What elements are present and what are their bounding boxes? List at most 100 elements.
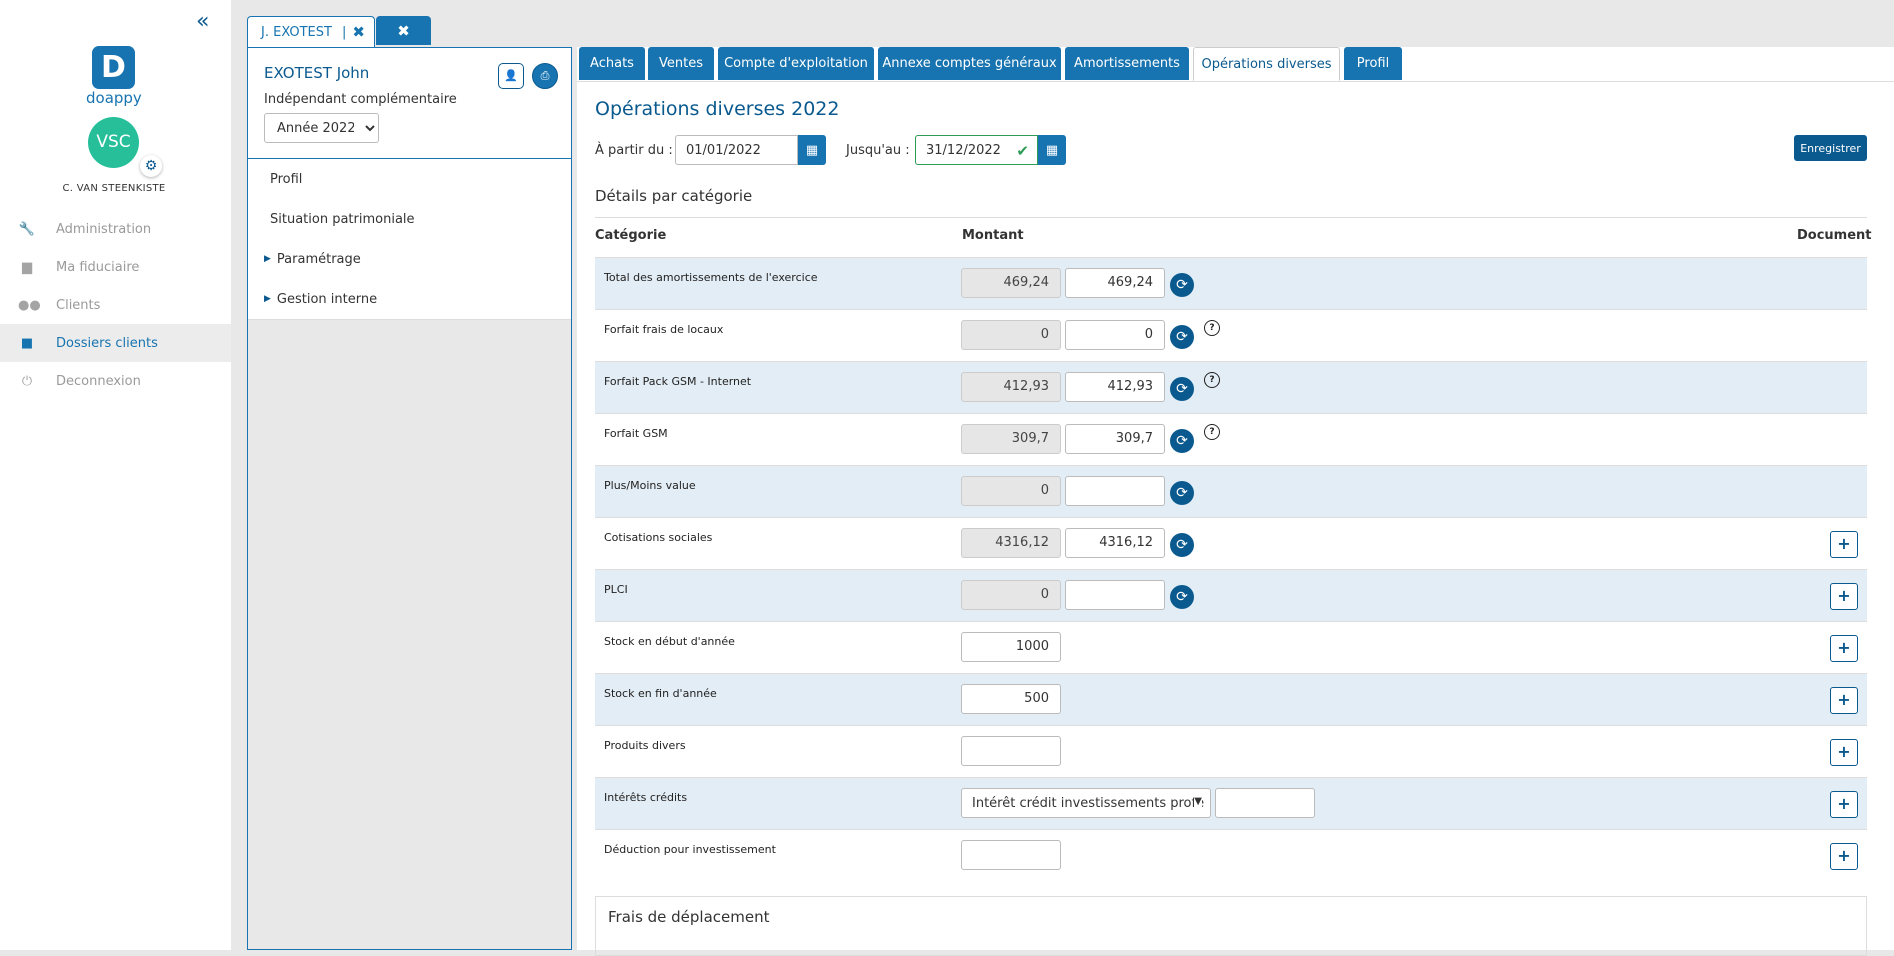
category-label: Stock en début d'année bbox=[604, 635, 735, 648]
amount-input[interactable] bbox=[1065, 476, 1165, 506]
user-name: C. VAN STEENKISTE bbox=[62, 183, 166, 194]
refresh-icon[interactable]: ⟳ bbox=[1170, 377, 1194, 401]
tab-bar: Achats Ventes Compte d'exploitation Anne… bbox=[577, 47, 1894, 82]
users-icon: ●● bbox=[18, 297, 41, 313]
amount-input[interactable]: 412,93 bbox=[1065, 372, 1165, 402]
table-row: Total des amortissements de l'exercice 4… bbox=[595, 257, 1867, 309]
category-label: Forfait Pack GSM - Internet bbox=[604, 375, 752, 388]
app-logo: D bbox=[92, 46, 135, 89]
tab-achats[interactable]: Achats bbox=[579, 47, 645, 80]
interest-type-select[interactable]: Intérêt crédit investissements profe ▼ bbox=[961, 788, 1211, 818]
tab-profil[interactable]: Profil bbox=[1344, 47, 1402, 80]
sidebar-item-ma-fiduciaire[interactable]: ▆ Ma fiduciaire bbox=[0, 248, 231, 286]
add-document-button[interactable]: + bbox=[1830, 687, 1858, 714]
add-document-button[interactable]: + bbox=[1830, 635, 1858, 662]
from-date-input[interactable]: 01/01/2022 bbox=[675, 135, 798, 165]
close-all-tab-button[interactable]: ✖ bbox=[376, 16, 431, 45]
client-menu-label: Profil bbox=[270, 171, 303, 187]
table-row: Plus/Moins value 0 ⟳ bbox=[595, 465, 1867, 517]
amount-input[interactable]: 469,24 bbox=[1065, 268, 1165, 298]
client-menu-parametrage[interactable]: ▶ Paramétrage bbox=[248, 239, 571, 280]
table-row: Forfait frais de locaux 0 0 ⟳ ? bbox=[595, 309, 1867, 361]
print-button[interactable]: ⎙ bbox=[532, 63, 558, 89]
readonly-amount: 309,7 bbox=[961, 424, 1061, 454]
amount-input[interactable]: 0 bbox=[1065, 320, 1165, 350]
tab-annexe-comptes-generaux[interactable]: Annexe comptes généraux bbox=[878, 47, 1061, 80]
category-label: Produits divers bbox=[604, 739, 686, 752]
calendar-icon: ▦ bbox=[805, 142, 819, 158]
sidebar-item-dossiers-clients[interactable]: ■ Dossiers clients bbox=[0, 324, 231, 362]
dossier-tab-label: J. EXOTEST bbox=[261, 24, 332, 40]
sidebar-item-label: Administration bbox=[56, 221, 152, 237]
amount-input[interactable]: 4316,12 bbox=[1065, 528, 1165, 558]
tab-operations-diverses[interactable]: Opérations diverses bbox=[1193, 47, 1340, 81]
amount-input[interactable] bbox=[1065, 580, 1165, 610]
client-menu-profil[interactable]: Profil bbox=[248, 159, 571, 200]
amount-input[interactable] bbox=[961, 840, 1061, 870]
table-row: Cotisations sociales 4316,12 4316,12 ⟳ + bbox=[595, 517, 1867, 569]
close-icon[interactable]: ✖ bbox=[352, 23, 365, 41]
readonly-amount: 0 bbox=[961, 580, 1061, 610]
client-panel: EXOTEST John Indépendant complémentaire … bbox=[247, 47, 572, 950]
refresh-icon[interactable]: ⟳ bbox=[1170, 585, 1194, 609]
user-profile-button[interactable]: 👤 bbox=[498, 63, 524, 89]
help-icon[interactable]: ? bbox=[1204, 424, 1220, 440]
table-row: Produits divers + bbox=[595, 725, 1867, 777]
add-document-button[interactable]: + bbox=[1830, 739, 1858, 766]
amount-input[interactable]: 1000 bbox=[961, 632, 1061, 662]
client-menu-gestion-interne[interactable]: ▶ Gestion interne bbox=[248, 279, 571, 320]
tab-amortissements[interactable]: Amortissements bbox=[1065, 47, 1189, 80]
from-date-value: 01/01/2022 bbox=[686, 142, 761, 158]
tab-compte-exploitation[interactable]: Compte d'exploitation bbox=[718, 47, 874, 80]
main-content: Achats Ventes Compte d'exploitation Anne… bbox=[577, 47, 1894, 956]
table-row: Forfait GSM 309,7 309,7 ⟳ ? bbox=[595, 413, 1867, 465]
calendar-icon: ▦ bbox=[1045, 142, 1059, 158]
help-icon[interactable]: ? bbox=[1204, 320, 1220, 336]
amount-input[interactable]: 309,7 bbox=[1065, 424, 1165, 454]
year-select[interactable]: Année 2022 bbox=[264, 113, 379, 143]
double-chevron-left-icon[interactable]: « bbox=[196, 9, 210, 34]
sidebar-item-deconnexion[interactable]: ⏻ Deconnexion bbox=[0, 362, 231, 400]
table-row: Intérêts crédits Intérêt crédit investis… bbox=[595, 777, 1867, 829]
avatar[interactable]: VSC bbox=[88, 117, 139, 168]
sidebar-item-administration[interactable]: 🔧 Administration bbox=[0, 210, 231, 248]
add-document-button[interactable]: + bbox=[1830, 531, 1858, 558]
check-icon: ✔ bbox=[1016, 142, 1029, 160]
client-menu-situation-patrimoniale[interactable]: Situation patrimoniale bbox=[248, 199, 571, 240]
sidebar-item-clients[interactable]: ●● Clients bbox=[0, 286, 231, 324]
building-icon: ▆ bbox=[22, 259, 32, 275]
refresh-icon[interactable]: ⟳ bbox=[1170, 429, 1194, 453]
from-calendar-button[interactable]: ▦ bbox=[798, 135, 826, 165]
refresh-icon[interactable]: ⟳ bbox=[1170, 481, 1194, 505]
add-document-button[interactable]: + bbox=[1830, 791, 1858, 818]
amount-input[interactable] bbox=[961, 736, 1061, 766]
refresh-icon[interactable]: ⟳ bbox=[1170, 533, 1194, 557]
caret-right-icon: ▶ bbox=[264, 254, 271, 264]
add-document-button[interactable]: + bbox=[1830, 583, 1858, 610]
caret-right-icon: ▶ bbox=[264, 294, 271, 304]
sidebar-item-label: Deconnexion bbox=[56, 373, 141, 389]
client-status: Indépendant complémentaire bbox=[264, 92, 457, 107]
save-button[interactable]: Enregistrer bbox=[1794, 135, 1867, 161]
add-document-button[interactable]: + bbox=[1830, 843, 1858, 870]
amount-input[interactable] bbox=[1215, 788, 1315, 818]
to-date-input[interactable]: 31/12/2022 ✔ bbox=[915, 135, 1038, 165]
column-header-amount: Montant bbox=[962, 228, 1024, 243]
category-label: PLCI bbox=[604, 583, 628, 596]
folder-icon: ■ bbox=[20, 335, 34, 351]
to-date-label: Jusqu'au : bbox=[846, 143, 910, 158]
category-label: Forfait GSM bbox=[604, 427, 668, 440]
gear-icon[interactable]: ⚙ bbox=[140, 155, 162, 177]
dossier-tab[interactable]: J. EXOTEST | ✖ bbox=[247, 16, 375, 47]
amount-input[interactable]: 500 bbox=[961, 684, 1061, 714]
tab-ventes[interactable]: Ventes bbox=[648, 47, 714, 80]
to-calendar-button[interactable]: ▦ bbox=[1038, 135, 1066, 165]
table-row: Stock en début d'année 1000 + bbox=[595, 621, 1867, 673]
to-date-value: 31/12/2022 bbox=[926, 142, 1001, 158]
readonly-amount: 412,93 bbox=[961, 372, 1061, 402]
section-title: Détails par catégorie bbox=[595, 187, 753, 205]
refresh-icon[interactable]: ⟳ bbox=[1170, 325, 1194, 349]
refresh-icon[interactable]: ⟳ bbox=[1170, 273, 1194, 297]
help-icon[interactable]: ? bbox=[1204, 372, 1220, 388]
from-date-label: À partir du : bbox=[595, 143, 673, 158]
